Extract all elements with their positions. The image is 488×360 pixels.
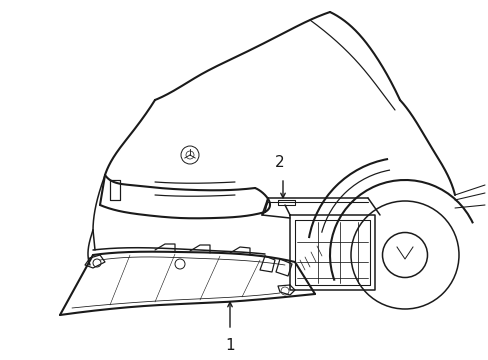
Text: 2: 2 [275, 155, 284, 170]
Text: 1: 1 [225, 338, 234, 353]
